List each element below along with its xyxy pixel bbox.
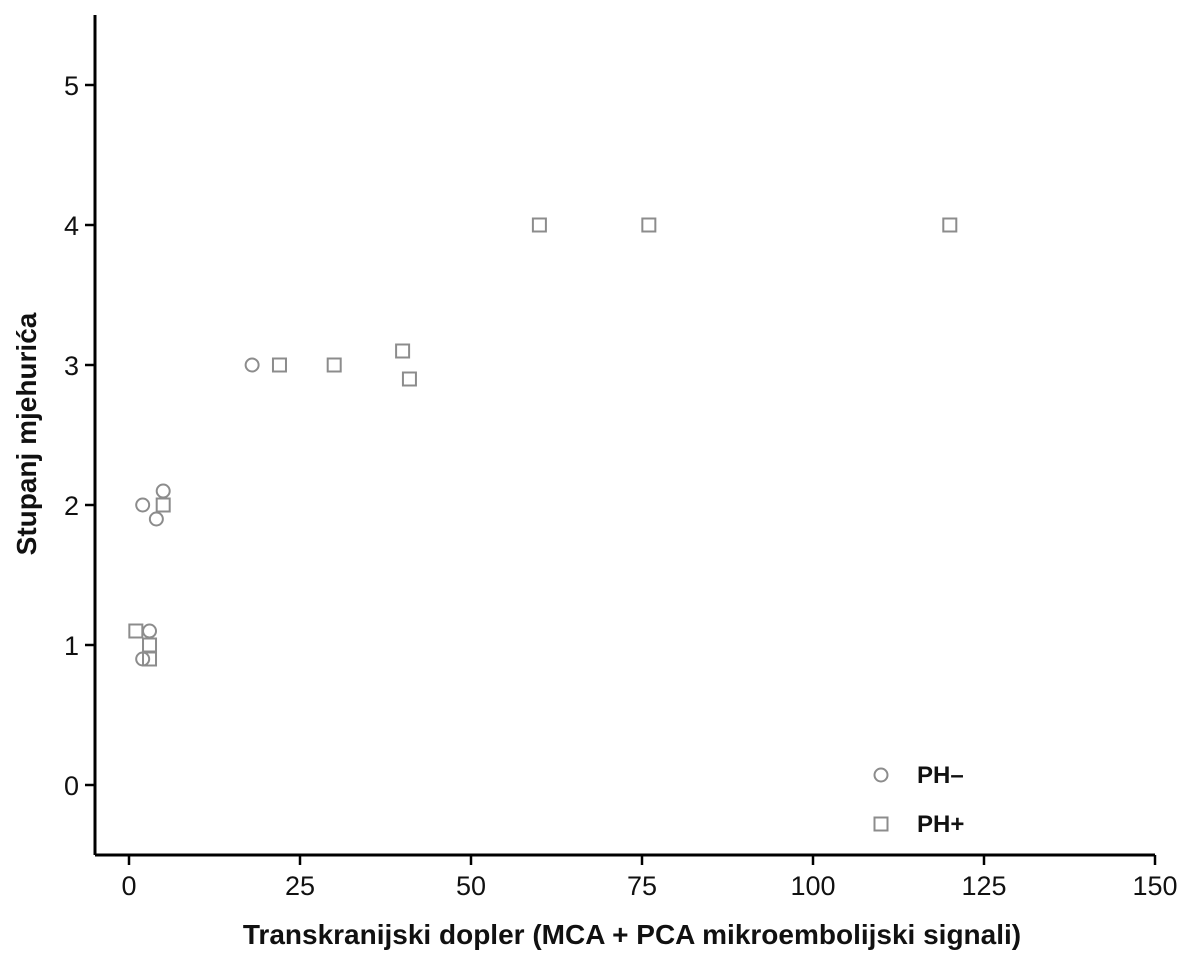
ph-plus-point [128,623,144,639]
ph-plus-point [271,357,287,373]
ph-plus-point [942,217,958,233]
y-tick-label: 0 [64,771,79,801]
x-tick-label: 0 [121,871,136,901]
ph-plus-point [142,651,158,667]
x-tick-label: 25 [285,871,315,901]
x-tick-label: 75 [627,871,657,901]
x-tick-label: 125 [961,871,1006,901]
ph-plus-point [641,217,657,233]
legend-marker [873,767,889,783]
y-tick-label: 1 [64,631,79,661]
legend-label: PH+ [917,811,964,838]
ph-plus-point [155,497,171,513]
ph-plus-point [395,343,411,359]
ph-minus-point [148,511,164,527]
x-axis-title: Transkranijski dopler (MCA + PCA mikroem… [243,919,1021,950]
y-axis-title: Stupanj mjehurića [11,312,42,555]
ticks: 0 25 50 75 100 125 150 0 1 2 3 4 5 [64,71,1178,901]
y-tick-label: 3 [64,351,79,381]
ph-plus-point [531,217,547,233]
y-tick-label: 2 [64,491,79,521]
ph-minus-point [142,623,158,639]
x-tick-label: 100 [790,871,835,901]
x-tick-label: 50 [456,871,486,901]
data-points [128,217,958,667]
ph-minus-point [244,357,260,373]
legend-label: PH– [917,762,964,789]
axes [93,15,1155,857]
x-tick-label: 150 [1132,871,1177,901]
y-tick-label: 4 [64,211,79,241]
ph-plus-point [142,637,158,653]
legend-marker [873,816,889,832]
y-tick-label: 5 [64,71,79,101]
ph-plus-point [401,371,417,387]
ph-minus-point [135,497,151,513]
ph-minus-point [155,483,171,499]
legend: PH– PH+ [873,762,964,838]
ph-plus-point [326,357,342,373]
